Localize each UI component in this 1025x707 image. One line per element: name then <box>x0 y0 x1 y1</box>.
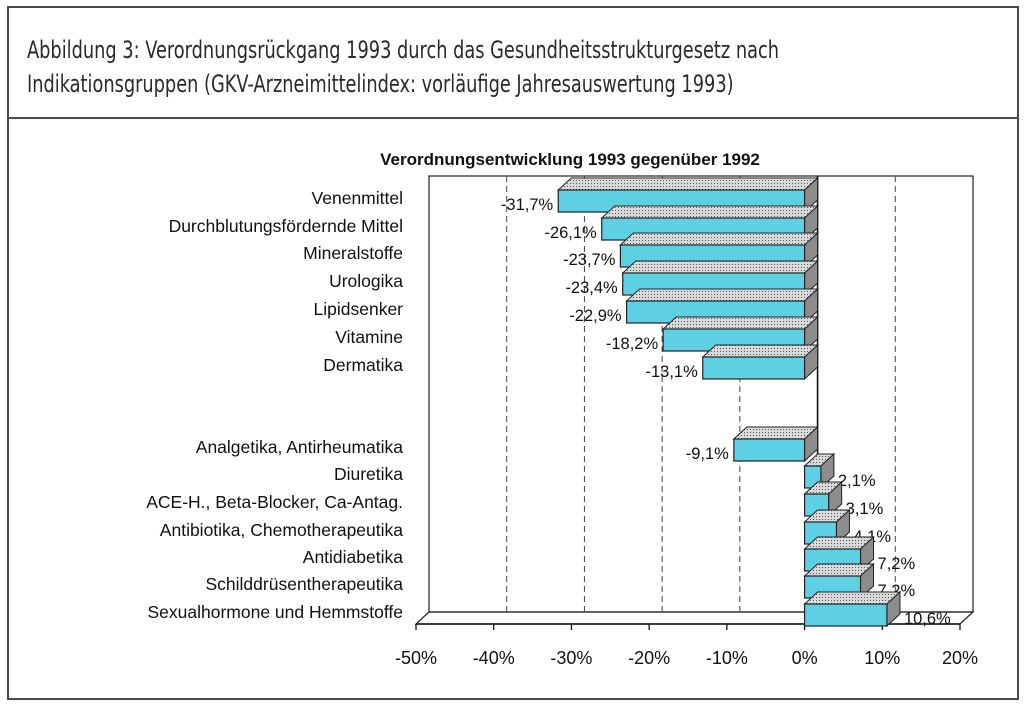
x-tick-label: -40% <box>473 648 515 668</box>
data-label: -23,7% <box>563 251 616 269</box>
data-label: 2,1% <box>838 472 876 490</box>
data-label: -9,1% <box>686 445 729 463</box>
caption-line-1: Abbildung 3: Verordnungsrückgang 1993 du… <box>27 36 779 64</box>
chart-title: Verordnungsentwicklung 1993 gegenüber 19… <box>380 150 760 169</box>
category-label: Durchblutungsfördernde Mittel <box>169 216 403 236</box>
category-label: Diuretika <box>334 464 403 484</box>
bar-top-face <box>556 177 819 191</box>
bar-top-face <box>600 205 819 219</box>
category-label: Dermatika <box>323 355 403 375</box>
bar-top-face <box>625 288 819 302</box>
category-label: Sexualhormone und Hemmstoffe <box>147 602 403 622</box>
caption-line-2: Indikationsgruppen (GKV-Arzneimittelinde… <box>27 70 734 98</box>
bar <box>702 356 806 380</box>
bar-top-face <box>803 591 902 605</box>
x-tick-label: 20% <box>942 648 978 668</box>
category-label: Antibiotika, Chemotherapeutika <box>160 520 403 540</box>
x-tick-label: -50% <box>395 648 437 668</box>
category-label: Lipidsenker <box>314 299 404 319</box>
category-label: Urologika <box>329 271 403 291</box>
category-label: ACE-H., Beta-Blocker, Ca-Antag. <box>146 492 403 512</box>
figure-frame: Abbildung 3: Verordnungsrückgang 1993 du… <box>7 6 1019 700</box>
category-label: Vitamine <box>335 327 403 347</box>
x-tick-label: 10% <box>864 648 900 668</box>
data-label: -23,4% <box>565 279 618 297</box>
category-label: Schilddrüsentherapeutika <box>206 574 404 594</box>
category-label: Venenmittel <box>312 188 403 208</box>
bar-top-face <box>732 426 819 440</box>
data-label: 10,6% <box>904 610 951 628</box>
data-label: -13,1% <box>645 363 698 381</box>
data-label: 7,2% <box>878 555 916 573</box>
bar-top-face <box>619 232 819 246</box>
data-label: -22,9% <box>569 307 622 325</box>
data-label: -18,2% <box>606 335 659 353</box>
bar-top-face <box>621 260 819 274</box>
bar <box>733 438 806 462</box>
bar <box>803 603 888 627</box>
category-label: Analgetika, Antirheumatika <box>196 437 403 457</box>
bar-top-face <box>701 344 819 358</box>
x-tick-label: -10% <box>706 648 748 668</box>
caption-box: Abbildung 3: Verordnungsrückgang 1993 du… <box>9 8 1017 119</box>
category-label: Mineralstoffe <box>303 243 403 263</box>
category-label: Antidiabetika <box>303 547 403 567</box>
x-tick-label: -30% <box>550 648 592 668</box>
bar-top-face <box>661 316 819 330</box>
data-label: -26,1% <box>544 224 597 242</box>
data-label: -31,7% <box>501 196 554 214</box>
data-label: 3,1% <box>846 500 884 518</box>
x-tick-label: 0% <box>792 648 818 668</box>
x-tick-label: -20% <box>628 648 670 668</box>
